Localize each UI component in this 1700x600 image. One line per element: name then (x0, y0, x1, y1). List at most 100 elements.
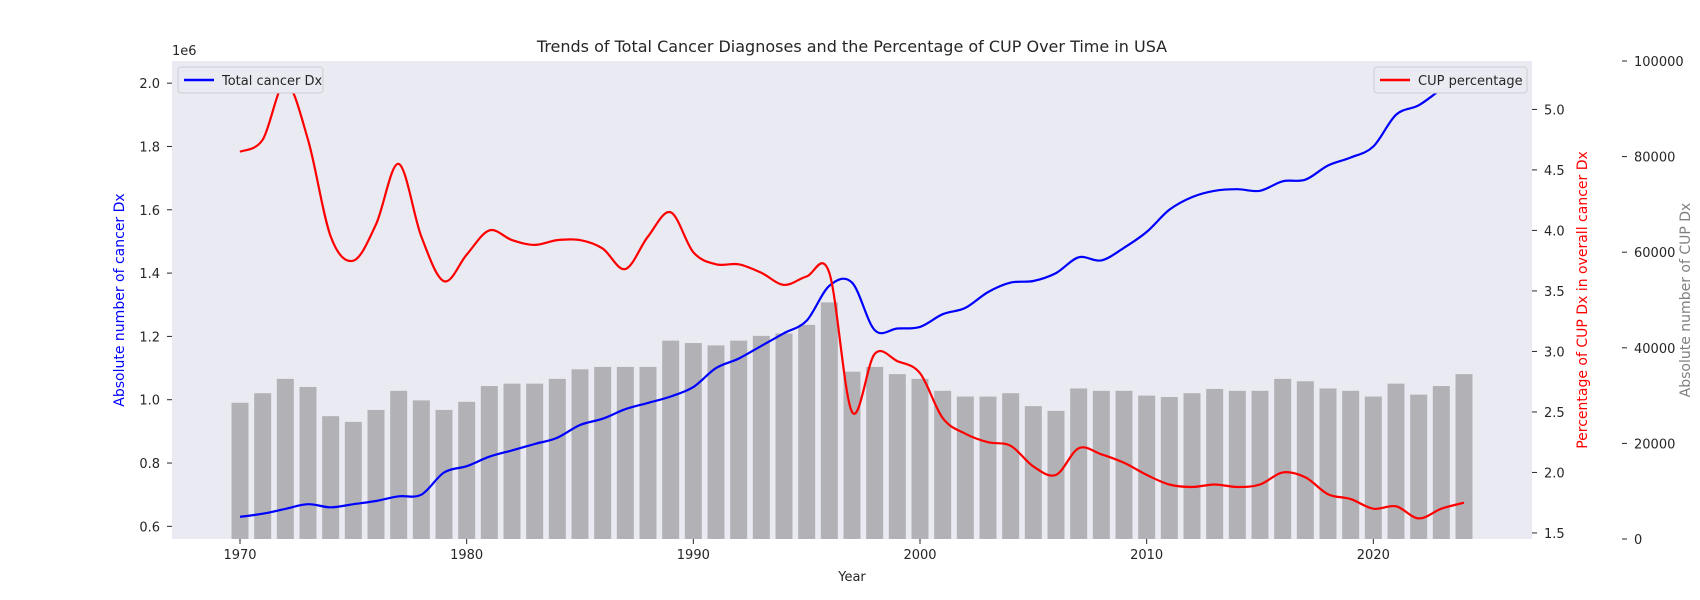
bar-1985 (571, 369, 589, 539)
bar-1979 (435, 409, 453, 539)
right2-tick-label-0: 0 (1634, 533, 1642, 548)
left-tick-label-1.4: 1.4 (139, 267, 160, 282)
right2-tick-label-20000: 20000 (1634, 437, 1675, 452)
left-tick-label-0.6: 0.6 (139, 520, 160, 535)
x-axis-label: Year (837, 570, 866, 585)
bar-1998 (866, 366, 884, 539)
right1-tick-label-2.5: 2.5 (1544, 406, 1565, 421)
legend-box-right (1373, 66, 1528, 94)
x-tick-label-2000: 2000 (903, 548, 936, 563)
bar-2008 (1092, 390, 1110, 539)
bar-2001 (934, 390, 952, 539)
bar-1973 (299, 386, 317, 539)
cup-count-bars (231, 302, 1473, 539)
x-tick-label-1980: 1980 (450, 548, 483, 563)
right-axis-1-label: Percentage of CUP Dx in overall cancer D… (1575, 151, 1591, 449)
bar-2022 (1410, 394, 1428, 539)
bar-2017 (1296, 381, 1314, 539)
axes: 1970 1980 1990 2000 2010 2020 0.6 0.8 1.0 1.2 1.4 1… (139, 55, 1683, 563)
x-tick-label-1970: 1970 (223, 548, 256, 563)
right1-tick-label-2.0: 2.0 (1544, 466, 1565, 481)
bar-2000 (911, 378, 929, 539)
bar-2012 (1183, 393, 1201, 539)
bar-2016 (1274, 378, 1292, 539)
bar-2014 (1228, 390, 1246, 539)
bar-1989 (662, 340, 680, 539)
bar-1981 (480, 386, 498, 539)
right1-tick-label-3.5: 3.5 (1544, 285, 1565, 300)
bar-1977 (390, 390, 408, 539)
bar-1978 (412, 400, 430, 539)
chart-title: Trends of Total Cancer Diagnoses and the… (536, 37, 1167, 56)
bar-1975 (344, 421, 362, 539)
right2-tick-label-100000: 100000 (1634, 55, 1684, 70)
bar-1982 (503, 383, 521, 539)
right2-tick-label-40000: 40000 (1634, 342, 1675, 357)
bar-1980 (458, 401, 476, 539)
legend-box-left (177, 66, 324, 94)
bar-1999 (888, 374, 906, 539)
bar-2011 (1160, 397, 1178, 539)
bar-2003 (979, 396, 997, 539)
bar-1990 (684, 343, 702, 539)
line-total-cancer-dx (239, 75, 1465, 518)
x-tick-label-2010: 2010 (1130, 548, 1163, 563)
bar-1993 (752, 335, 770, 539)
x-tick-label-1990: 1990 (677, 548, 710, 563)
legend-cup-percentage: CUP percentage (1373, 66, 1528, 94)
bar-1974 (322, 416, 340, 539)
legend-label-cup-percentage: CUP percentage (1418, 74, 1523, 89)
bar-2009 (1115, 390, 1133, 539)
bar-1971 (254, 393, 272, 539)
bar-1996 (820, 302, 838, 539)
legend-total-cancer: Total cancer Dx (177, 66, 324, 94)
bar-1992 (730, 340, 748, 539)
right1-tick-label-4.0: 4.0 (1544, 224, 1565, 239)
right1-tick-label-4.5: 4.5 (1544, 164, 1565, 179)
bar-1997 (843, 371, 861, 539)
bar-2024 (1455, 374, 1473, 539)
bar-2007 (1070, 388, 1088, 539)
legend-label-total-cancer: Total cancer Dx (221, 74, 322, 89)
bar-2023 (1432, 386, 1450, 539)
bar-2015 (1251, 390, 1269, 539)
bar-1988 (639, 366, 657, 539)
bar-2004 (1002, 393, 1020, 539)
left-axis-label: Absolute number of cancer Dx (112, 193, 128, 406)
bar-2013 (1206, 388, 1224, 539)
bar-1984 (548, 378, 566, 539)
right2-tick-label-80000: 80000 (1634, 151, 1675, 166)
left-tick-label-1.6: 1.6 (139, 204, 160, 219)
series-lines (239, 75, 1465, 520)
right1-tick-label-5.0: 5.0 (1544, 103, 1565, 118)
bar-2021 (1387, 383, 1405, 539)
left-tick-label-0.8: 0.8 (139, 457, 160, 472)
left-axis-offset-text: 1e6 (172, 44, 197, 59)
bar-1991 (707, 345, 725, 539)
bar-1976 (367, 409, 385, 539)
right1-tick-label-1.5: 1.5 (1544, 527, 1565, 542)
bar-2002 (956, 396, 974, 539)
bar-2010 (1138, 395, 1156, 539)
right-axis-2-label: Absolute number of CUP Dx (1678, 203, 1694, 398)
left-tick-label-2.0: 2.0 (139, 77, 160, 92)
bar-2020 (1364, 396, 1382, 539)
right1-tick-label-3.0: 3.0 (1544, 345, 1565, 360)
left-tick-label-1.2: 1.2 (139, 330, 160, 345)
bar-1986 (594, 366, 612, 539)
left-tick-label-1.0: 1.0 (139, 394, 160, 409)
left-tick-label-1.8: 1.8 (139, 140, 160, 155)
bar-2018 (1319, 388, 1337, 539)
right2-tick-label-60000: 60000 (1634, 246, 1675, 261)
bar-2005 (1024, 406, 1042, 539)
bar-1983 (526, 383, 544, 539)
x-tick-label-2020: 2020 (1357, 548, 1390, 563)
line-cup-percentage (239, 81, 1465, 520)
bar-2019 (1342, 390, 1360, 539)
bar-1995 (798, 324, 816, 539)
bar-1972 (276, 378, 294, 539)
bar-1987 (616, 366, 634, 539)
bar-1970 (231, 402, 249, 539)
